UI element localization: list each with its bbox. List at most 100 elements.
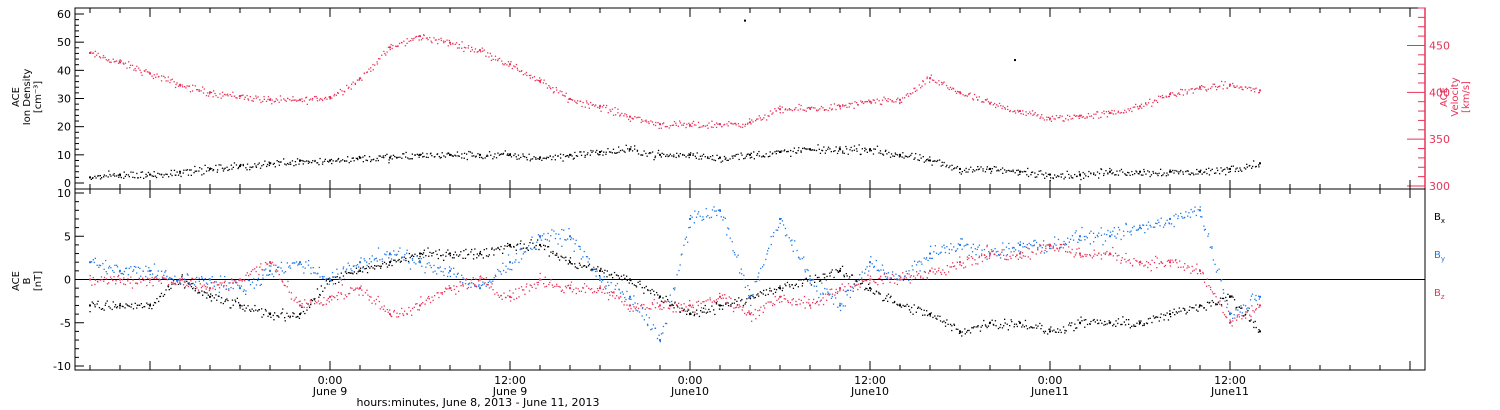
data-point: [145, 69, 147, 71]
data-point: [623, 274, 625, 276]
data-point: [382, 155, 385, 157]
data-point: [170, 281, 173, 284]
data-point: [574, 266, 576, 268]
data-point: [293, 313, 295, 315]
data-point: [1037, 249, 1039, 251]
data-point: [103, 174, 105, 176]
density-tick-label: 40: [57, 64, 71, 77]
data-point: [567, 285, 569, 287]
data-point: [643, 150, 645, 152]
data-point: [693, 314, 695, 317]
data-point: [954, 250, 957, 253]
data-point: [833, 103, 836, 105]
data-point: [334, 276, 336, 278]
data-point: [623, 150, 625, 152]
data-point: [631, 282, 633, 285]
data-point: [752, 314, 754, 316]
data-point: [391, 158, 393, 160]
data-point: [669, 304, 671, 306]
data-point: [858, 279, 860, 281]
data-point: [129, 282, 131, 284]
data-point: [587, 103, 590, 105]
data-point: [1236, 319, 1238, 321]
data-point: [494, 153, 496, 155]
data-point: [834, 294, 836, 296]
data-point: [507, 154, 510, 157]
data-point: [134, 282, 137, 284]
data-point: [276, 160, 278, 162]
data-point: [289, 99, 291, 101]
data-point: [1069, 238, 1072, 240]
data-point: [187, 274, 189, 276]
data-point: [699, 155, 702, 157]
data-point: [1064, 176, 1066, 178]
data-point: [1133, 324, 1135, 326]
data-point: [852, 290, 854, 292]
data-point: [464, 257, 467, 259]
data-point: [1093, 249, 1095, 251]
data-point: [102, 55, 105, 57]
data-point: [718, 304, 720, 306]
data-point: [686, 123, 688, 125]
data-point: [914, 90, 917, 92]
data-point: [1169, 93, 1171, 96]
data-point: [1021, 326, 1023, 328]
data-point: [1238, 314, 1240, 316]
data-point: [1257, 303, 1259, 306]
data-point: [575, 239, 577, 241]
data-point: [967, 243, 969, 246]
legend-label-z: Bz: [1434, 288, 1445, 301]
data-point: [1016, 254, 1018, 256]
data-point: [914, 260, 916, 262]
data-point: [480, 284, 482, 287]
data-point: [351, 287, 353, 289]
data-point: [583, 151, 585, 153]
data-point: [855, 280, 858, 282]
data-point: [513, 246, 515, 248]
data-point: [1189, 216, 1192, 218]
data-point: [153, 277, 155, 280]
data-point: [643, 292, 645, 294]
data-point: [537, 281, 540, 283]
data-point: [704, 156, 706, 158]
data-point: [1037, 173, 1039, 176]
data-point: [929, 257, 931, 259]
field-tick-label: 0: [64, 274, 71, 287]
data-point: [869, 275, 872, 277]
data-point: [698, 158, 700, 160]
data-point: [748, 311, 750, 313]
data-point: [617, 108, 619, 110]
data-point: [399, 247, 401, 249]
data-point: [1136, 322, 1138, 324]
data-point: [738, 304, 740, 306]
data-point: [160, 292, 163, 295]
data-point: [1234, 170, 1236, 173]
data-point: [476, 51, 478, 53]
data-point: [891, 99, 893, 102]
data-point: [1154, 99, 1156, 101]
data-point: [963, 169, 966, 171]
data-point: [526, 159, 528, 161]
data-point: [420, 303, 423, 305]
data-point: [459, 254, 461, 256]
data-point: [811, 279, 813, 281]
data-point: [318, 296, 320, 298]
data-point: [1003, 254, 1005, 256]
data-point: [256, 266, 258, 268]
data-point: [388, 264, 390, 266]
data-point: [572, 158, 574, 160]
data-point: [820, 299, 822, 301]
data-point: [320, 302, 322, 304]
data-point: [726, 159, 728, 161]
data-point: [661, 152, 663, 154]
data-point: [1148, 171, 1150, 173]
data-point: [1001, 107, 1003, 110]
data-point: [1101, 112, 1103, 114]
data-point: [1164, 314, 1167, 316]
data-point: [819, 300, 821, 302]
data-point: [604, 292, 606, 294]
data-point: [1042, 330, 1045, 333]
data-point: [149, 304, 151, 307]
data-point: [185, 169, 187, 171]
